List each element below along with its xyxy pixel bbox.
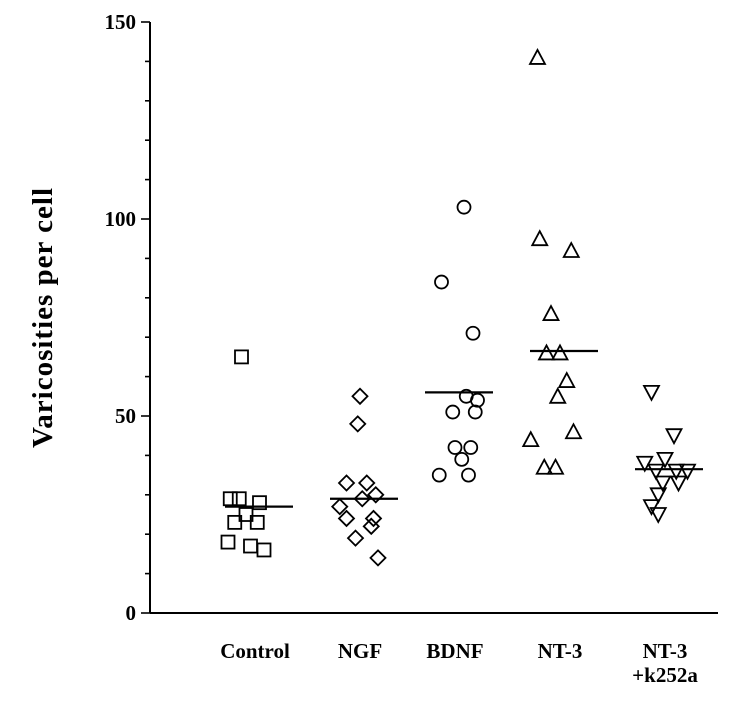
axes — [141, 21, 718, 614]
diamond-marker — [357, 474, 376, 492]
diamond-marker — [362, 517, 381, 536]
diamond-marker — [348, 415, 367, 433]
x-category-label: NT-3 — [538, 639, 583, 663]
triangle-up-marker — [557, 371, 576, 388]
square-marker — [231, 491, 247, 507]
square-marker — [222, 491, 238, 507]
triangle-up-marker — [530, 229, 549, 247]
triangle-down-marker — [678, 463, 697, 481]
triangle-up-marker — [550, 343, 570, 361]
diamond-marker — [346, 529, 365, 547]
triangle-down-marker — [667, 463, 686, 481]
diamond-marker — [351, 387, 369, 406]
y-tick-label: 50 — [115, 404, 136, 428]
triangle-down-marker — [642, 384, 661, 402]
diamond-marker — [353, 489, 372, 508]
circle-marker — [447, 440, 463, 455]
square-marker — [227, 514, 243, 530]
diamond-marker — [337, 509, 356, 528]
triangle-up-marker — [548, 386, 567, 404]
x-category-label-line: +k252a — [632, 663, 698, 687]
circle-marker — [456, 199, 472, 215]
data-marks — [220, 48, 703, 567]
triangle-down-marker — [649, 487, 668, 505]
triangle-down-marker — [653, 475, 672, 493]
triangle-down-marker — [669, 475, 688, 493]
triangle-down-marker — [646, 463, 666, 481]
triangle-down-marker — [655, 451, 675, 469]
square-marker — [256, 542, 272, 558]
diamond-marker — [369, 549, 387, 567]
y-tick-label: 150 — [105, 10, 137, 34]
x-category-label-line: NT-3 — [643, 639, 688, 663]
square-marker — [249, 514, 265, 530]
circle-marker — [470, 392, 485, 408]
circle-marker — [467, 404, 483, 420]
triangle-up-marker — [564, 422, 583, 440]
square-marker — [234, 349, 249, 365]
diamond-marker — [366, 486, 385, 504]
triangle-up-marker — [521, 430, 540, 448]
circle-marker — [434, 274, 449, 290]
x-category-label: NGF — [338, 639, 382, 663]
x-category-label-line: BDNF — [426, 639, 483, 663]
circle-marker — [463, 440, 479, 455]
x-category-label: Control — [220, 639, 290, 663]
square-marker — [238, 507, 254, 522]
y-tick-label: 0 — [126, 601, 137, 625]
circle-marker — [454, 451, 470, 467]
triangle-up-marker — [528, 48, 547, 65]
square-marker — [252, 495, 267, 511]
square-marker — [220, 534, 236, 550]
triangle-up-marker — [541, 304, 561, 321]
circle-marker — [465, 325, 481, 341]
x-category-label-line: NT-3 — [538, 639, 583, 663]
triangle-up-marker — [562, 241, 581, 258]
diamond-marker — [364, 509, 383, 528]
x-category-label: BDNF — [426, 639, 483, 663]
y-axis-title: Varicosities per cell — [27, 187, 59, 448]
square-marker — [243, 538, 258, 554]
x-category-label-line: NGF — [338, 639, 382, 663]
y-tick-label: 100 — [105, 207, 137, 231]
triangle-up-marker — [546, 457, 565, 475]
triangle-up-marker — [535, 457, 554, 475]
circle-marker — [461, 467, 476, 483]
circle-marker — [431, 467, 447, 483]
circle-marker — [445, 404, 461, 420]
diamond-marker — [330, 497, 349, 516]
triangle-down-marker — [664, 428, 684, 446]
x-category-label-line: Control — [220, 639, 290, 663]
x-category-label: NT-3 +k252a — [632, 639, 698, 687]
axis-labels: 0 50 100 150 Varicosities per cell Control NGF… — [27, 10, 698, 687]
diamond-marker — [337, 474, 356, 492]
triangle-down-marker — [649, 507, 668, 524]
triangle-up-marker — [537, 343, 556, 361]
